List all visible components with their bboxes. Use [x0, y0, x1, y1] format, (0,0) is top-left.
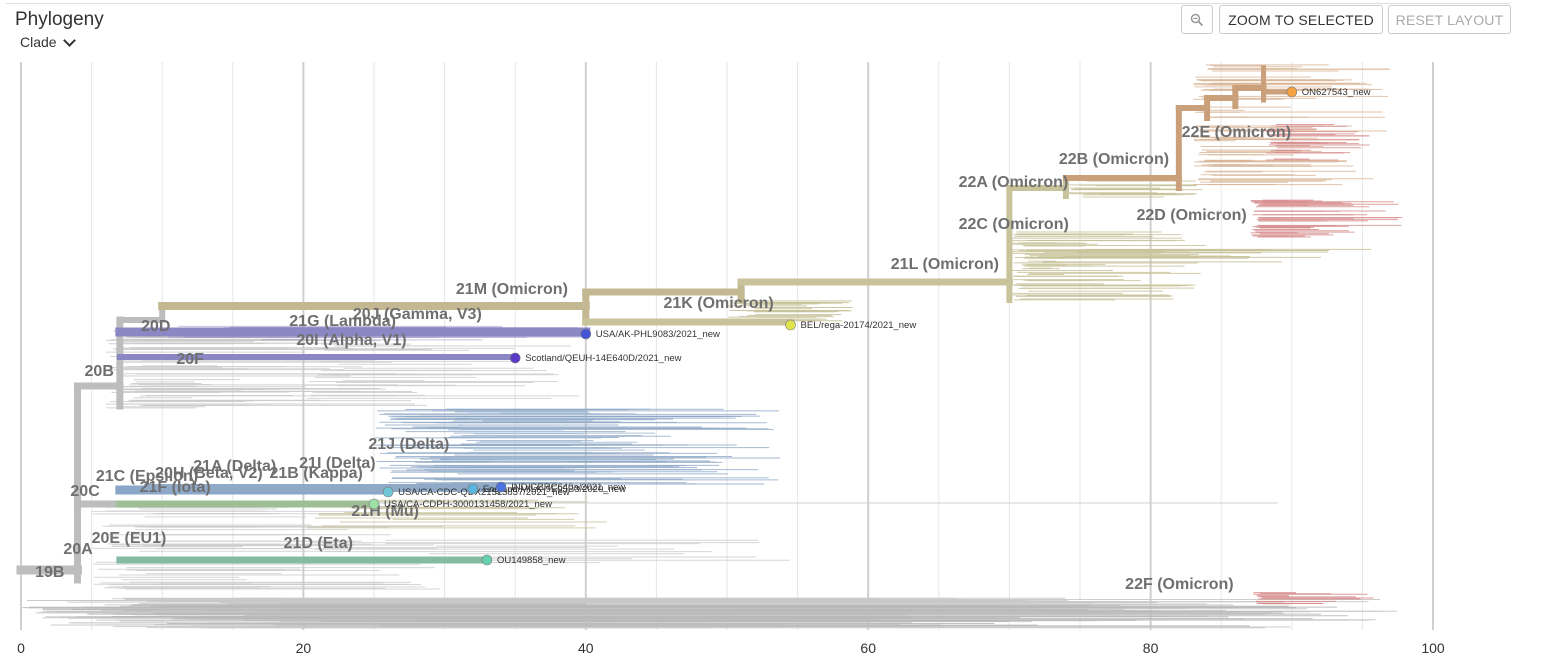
tip-markers[interactable]: ON627543_new USA/AK-PHL9083/2021_new BEL/r…	[368, 86, 1371, 566]
panel-border	[6, 3, 1510, 4]
clade-label: 21L (Omicron)	[891, 256, 999, 273]
x-axis: 0 20 40 60 80 100	[17, 640, 1445, 656]
x-tick-label: 0	[17, 640, 25, 656]
clade-label: 21J (Delta)	[368, 436, 449, 453]
panel-title: Phylogeny	[15, 9, 104, 30]
clade-label: 19B	[35, 564, 64, 581]
clade-label: 22C (Omicron)	[959, 216, 1069, 233]
tip-marker	[481, 554, 493, 566]
clade-label: 20D	[141, 318, 170, 335]
tip-marker	[580, 328, 592, 340]
clade-label: 21K (Omicron)	[663, 295, 773, 312]
zoom-out-icon	[1190, 13, 1204, 26]
fine-branches	[22, 64, 1403, 629]
clade-label: 20A	[63, 541, 93, 558]
tip-label: IND/GBRC640a/2021_new	[511, 482, 625, 493]
tip-label: USA/CA-CDPH-3000131458/2021_new	[384, 499, 552, 510]
clade-label: 21H (Mu)	[351, 503, 419, 520]
tip-label: BEL/rega-20174/2021_new	[801, 320, 917, 331]
x-tick-label: 80	[1143, 640, 1159, 656]
tip-marker	[785, 319, 796, 331]
clade-label: 22A (Omicron)	[959, 174, 1069, 191]
tip-label: Scotland/QEUH-14E640D/2021_new	[525, 353, 681, 364]
reset-layout-button[interactable]: RESET LAYOUT	[1388, 5, 1511, 34]
clade-label: 21B (Kappa)	[270, 465, 363, 482]
clade-label: 22E (Omicron)	[1182, 124, 1291, 141]
clade-label: 20E (EU1)	[92, 530, 167, 547]
clade-label: 21I (Delta)	[299, 455, 375, 472]
clade-label: 20H (Beta, V2)	[155, 465, 263, 482]
zoom-to-selected-button[interactable]: ZOOM TO SELECTED	[1219, 5, 1383, 34]
color-by-value: Clade	[20, 34, 57, 50]
tip-label: OU149858_new	[497, 555, 566, 566]
clade-label: 20C	[70, 483, 100, 500]
tip-marker	[495, 481, 507, 493]
backbone-branches	[16, 65, 1295, 584]
tip-marker	[509, 352, 521, 364]
clade-label: 20J (Gamma, V3)	[353, 306, 482, 323]
x-tick-label: 100	[1421, 640, 1445, 656]
x-tick-label: 20	[296, 640, 312, 656]
tip-label: England/MILK-9E05B3/2020_new	[483, 484, 626, 495]
clade-label: 21A (Delta)	[193, 458, 276, 475]
clade-label: 21D (Eta)	[284, 535, 353, 552]
clade-label: 21G (Lambda)	[289, 313, 396, 330]
x-tick-label: 60	[860, 640, 876, 656]
clade-label: 20I (Alpha, V1)	[296, 332, 406, 349]
tip-marker	[368, 498, 380, 510]
clade-labels: 19B 20A 20B 20C 20D 20F 20E (EU1) 20I (Alpha, V…	[35, 124, 1291, 593]
clade-label: 22B (Omicron)	[1059, 151, 1169, 168]
clade-label: 21F (Iota)	[140, 479, 211, 496]
clade-label: 20B	[85, 363, 114, 380]
zoom-out-button[interactable]	[1181, 5, 1213, 34]
tip-marker	[467, 483, 479, 495]
tip-label: USA/AK-PHL9083/2021_new	[596, 329, 720, 340]
clade-label: 21C (Epsilon)	[96, 468, 198, 485]
tip-marker	[382, 486, 394, 498]
clade-label: 21M (Omicron)	[456, 281, 568, 298]
clade-label: 22F (Omicron)	[1125, 576, 1233, 593]
clade-label: 22D (Omicron)	[1136, 207, 1246, 224]
tip-label: USA/CA-CDC-QDX21513857/2021_new	[398, 487, 570, 498]
clade-label: 20F	[176, 351, 204, 368]
tip-marker	[1286, 86, 1298, 98]
x-tick-label: 40	[578, 640, 594, 656]
tip-label: ON627543_new	[1302, 87, 1371, 98]
color-by-dropdown[interactable]: Clade	[20, 33, 76, 50]
